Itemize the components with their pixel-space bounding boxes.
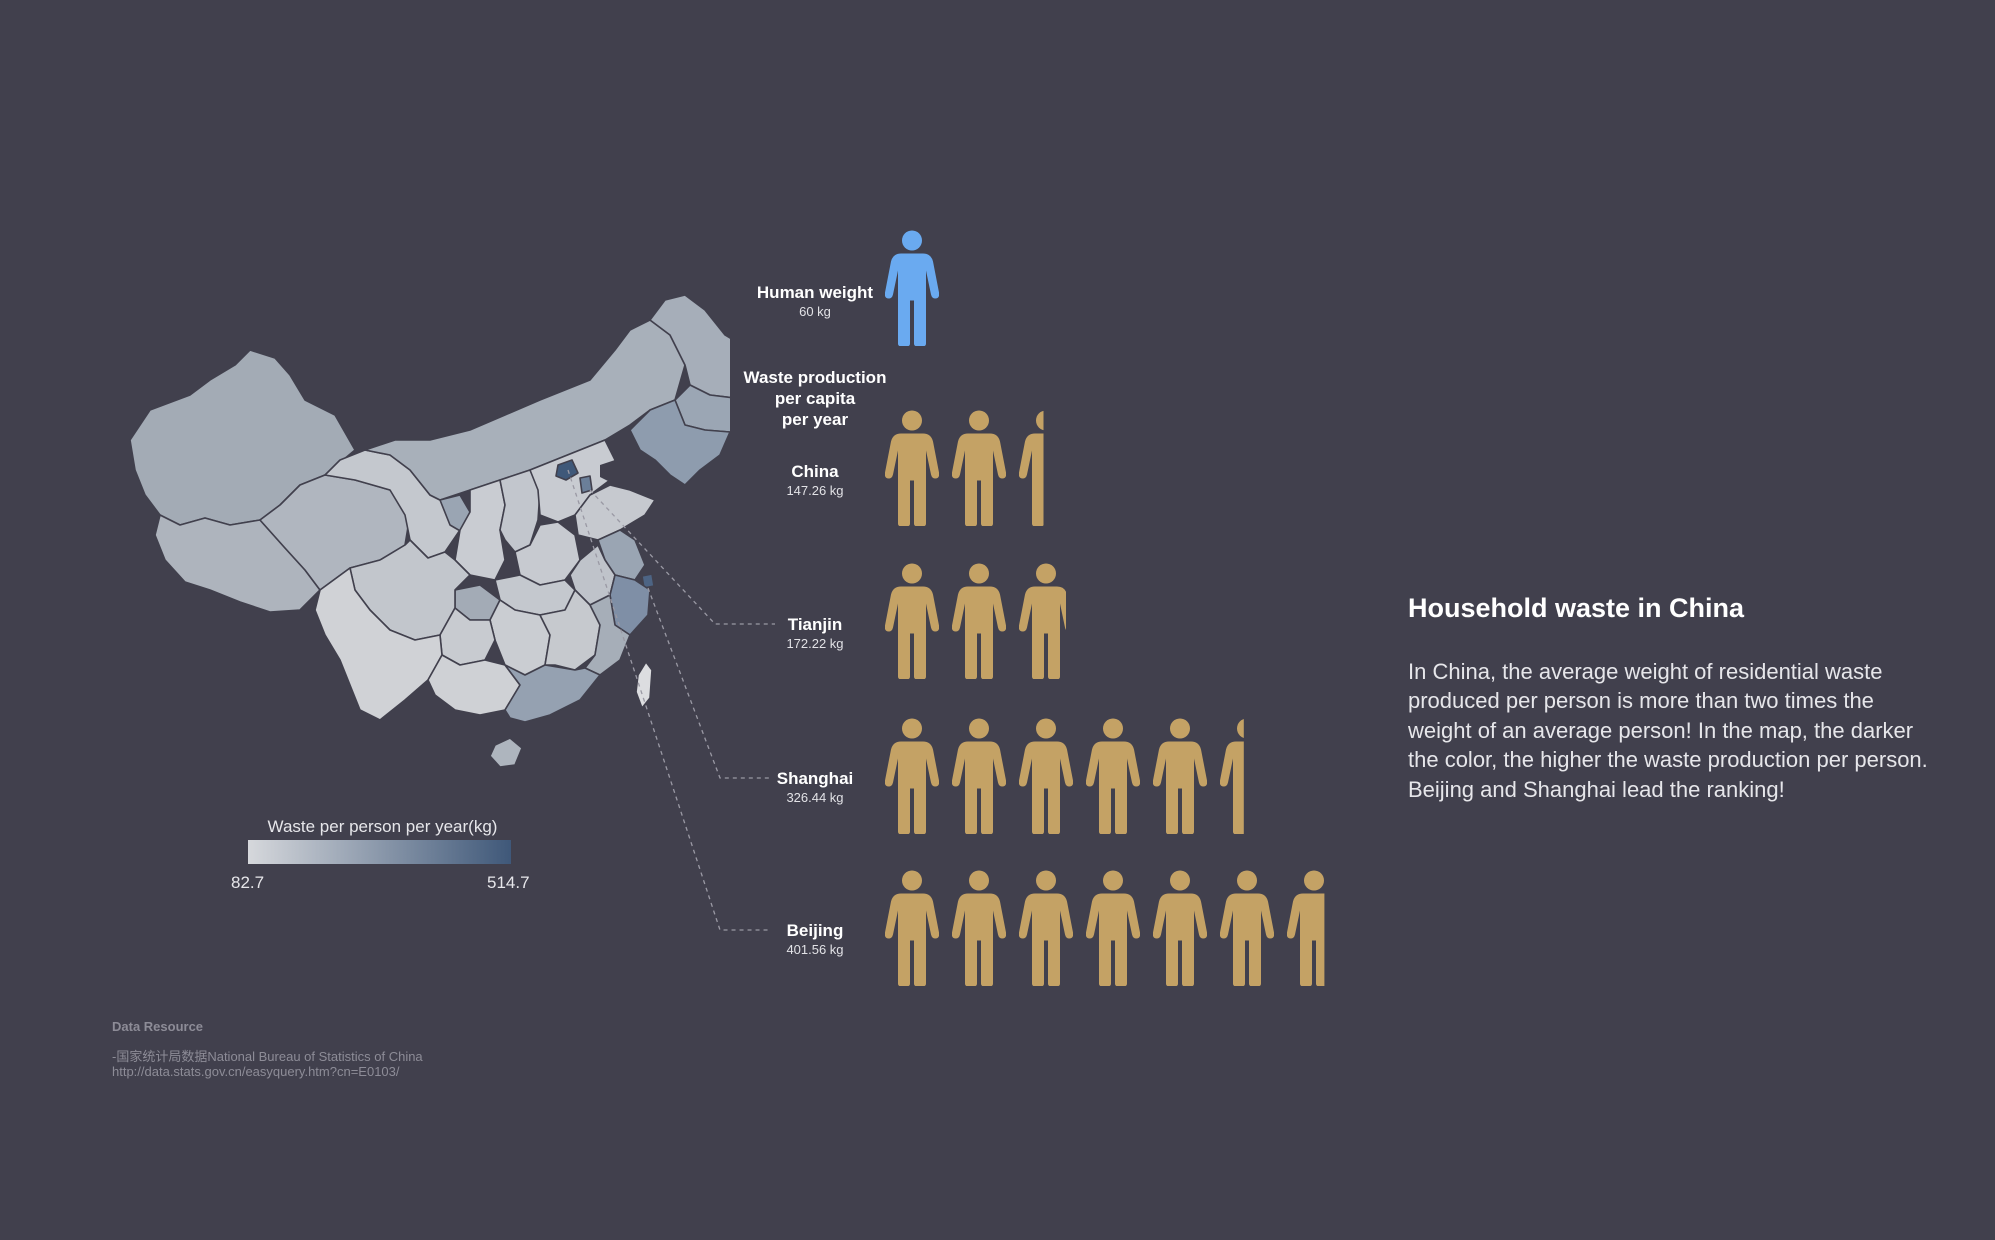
row-value-china: 147.26 kg <box>786 483 844 498</box>
map-region-guangdong <box>504 664 601 723</box>
person-icon-beijing-1 <box>885 870 939 986</box>
person-icon-shanghai-1 <box>885 718 939 834</box>
legend-max-label: 514.7 <box>487 873 530 892</box>
row-label-tianjin: Tianjin 172.22 kg <box>765 614 865 653</box>
human-weight-value: 60 kg <box>799 304 831 319</box>
map-region-hainan <box>489 737 523 768</box>
description-text: In China, the average weight of resident… <box>1408 659 1928 802</box>
person-icon-shanghai-5 <box>1153 718 1207 834</box>
row-value-shanghai: 326.44 kg <box>786 790 844 805</box>
row-label-beijing: Beijing 401.56 kg <box>765 920 865 959</box>
map-region-tibet <box>154 514 321 613</box>
person-icon-china-partial <box>1019 410 1044 526</box>
row-name-china: China <box>791 462 839 481</box>
row-label-shanghai: Shanghai 326.44 kg <box>765 768 865 807</box>
source-title: Data Resource <box>112 1019 204 1034</box>
map-region-tianjin <box>579 475 593 494</box>
row-name-beijing: Beijing <box>786 921 844 940</box>
person-icon-tianjin-1 <box>885 563 939 679</box>
person-icon-shanghai-2 <box>952 718 1006 834</box>
person-icon-shanghai-3 <box>1019 718 1073 834</box>
person-icon-beijing-4 <box>1086 870 1140 986</box>
legend-min-label: 82.7 <box>231 873 265 892</box>
waste-header-line-2: per capita <box>774 389 856 408</box>
person-icon-beijing-3 <box>1019 870 1073 986</box>
row-name-tianjin: Tianjin <box>787 615 843 634</box>
person-icon-china-2 <box>952 410 1006 526</box>
person-icon-shanghai-partial <box>1220 718 1244 834</box>
person-icon-tianjin-partial <box>1019 563 1066 679</box>
person-icon-tianjin-2 <box>952 563 1006 679</box>
page-title: Household waste in China <box>1408 593 1745 623</box>
map-region-heilongjiang <box>649 294 730 399</box>
human-weight-icon <box>885 230 939 346</box>
legend-title: Waste per person per year(kg) <box>267 817 498 836</box>
human-weight-name: Human weight <box>756 283 874 302</box>
map-region-shaanxi <box>454 479 506 581</box>
row-value-beijing: 401.56 kg <box>786 942 844 957</box>
row-name-shanghai: Shanghai <box>776 769 854 788</box>
source-line-2: http://data.stats.gov.cn/easyquery.htm?c… <box>112 1064 400 1079</box>
waste-header-line-1: Waste production <box>743 368 887 387</box>
person-icon-shanghai-4 <box>1086 718 1140 834</box>
china-waste-map <box>129 294 730 768</box>
person-icon-beijing-2 <box>952 870 1006 986</box>
source-line-1: -国家统计局数据National Bureau of Statistics of… <box>112 1049 423 1064</box>
person-icon-beijing-partial <box>1287 870 1325 986</box>
row-label-china: China 147.26 kg <box>765 461 865 500</box>
map-region-taiwan <box>635 661 653 709</box>
person-icon-beijing-6 <box>1220 870 1274 986</box>
waste-header-line-3: per year <box>781 410 849 429</box>
row-value-tianjin: 172.22 kg <box>786 636 844 651</box>
person-icon-beijing-5 <box>1153 870 1207 986</box>
human-weight-label: Human weight 60 kg <box>745 282 885 321</box>
waste-production-header: Waste production per capita per year <box>725 367 905 430</box>
legend-gradient-bar <box>248 840 511 864</box>
